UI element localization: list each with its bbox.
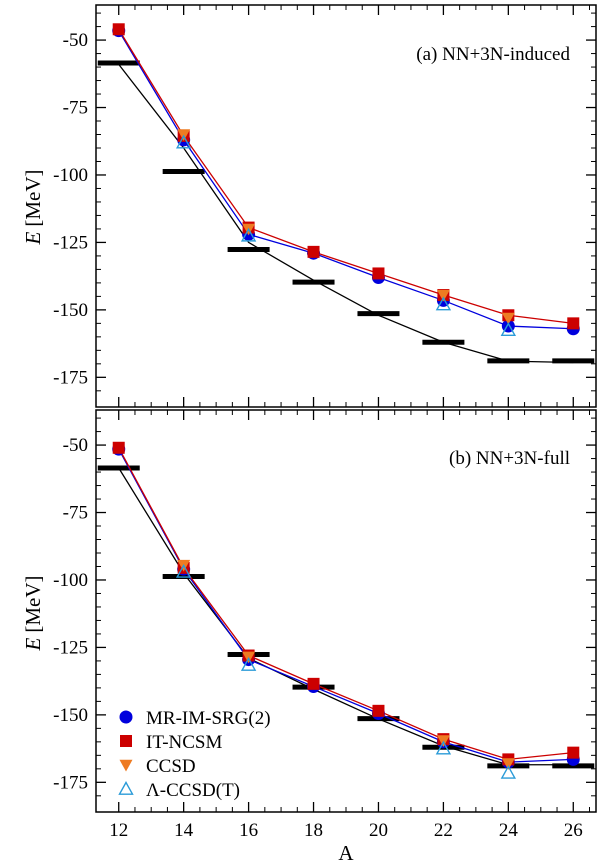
x-tick-label: 22 xyxy=(434,820,453,841)
y-tick-label: -125 xyxy=(53,232,88,253)
series-it-point xyxy=(567,317,580,330)
series-lccsd-point xyxy=(500,764,517,779)
panel-a-ylabel-symbol: E xyxy=(21,231,45,245)
y-tick-label: -75 xyxy=(63,503,88,524)
y-tick-label: -100 xyxy=(53,570,88,591)
y-tick-label: -150 xyxy=(53,300,88,321)
panel-a-series xyxy=(112,23,580,337)
y-tick-label: -75 xyxy=(63,98,88,119)
legend-marker-it xyxy=(120,735,132,747)
panel-a-ylabel-unit: [MeV] xyxy=(21,170,45,227)
panel-b-ticks xyxy=(96,410,596,812)
panel-a-reference-curve xyxy=(118,63,574,364)
panel-b-series xyxy=(112,441,580,779)
panel-a-ylabel: E [MeV] xyxy=(21,170,45,246)
panel-b-ylabel-unit: [MeV] xyxy=(21,576,45,633)
legend-marker-ccsd xyxy=(119,759,133,772)
x-tick-label: 16 xyxy=(239,820,258,841)
panel-a-label: (a) NN+3N-induced xyxy=(416,44,570,65)
series-ccsd-point xyxy=(436,289,450,302)
series-it-point xyxy=(307,245,320,258)
series-it-point xyxy=(372,704,385,717)
series-lccsd-point xyxy=(175,563,192,578)
x-tick-label: 24 xyxy=(499,820,519,841)
series-lccsd-point xyxy=(435,740,452,755)
panel-a-frame xyxy=(95,4,597,408)
panel-b-tick-labels: -50 -75 -100 -125 -150 -175 12 14 16 18 20 22 24 26 xyxy=(53,435,583,841)
x-axis-title: A xyxy=(338,841,354,865)
reference-curve-line xyxy=(118,63,574,364)
series-it-point xyxy=(307,677,320,690)
y-tick-label: -150 xyxy=(53,705,88,726)
series-mr-line xyxy=(118,448,574,763)
legend-label-mr: MR-IM-SRG(2) xyxy=(146,708,271,729)
panel-a-ticks xyxy=(96,5,596,407)
panel-b-ylabel: E [MeV] xyxy=(21,576,45,652)
x-tick-label: 14 xyxy=(174,820,194,841)
series-lccsd-point xyxy=(500,322,517,337)
panel-b: -50 -75 -100 -125 -150 -175 12 14 16 18 20 22 24 26 (… xyxy=(21,409,597,865)
series-it-line xyxy=(118,447,574,761)
y-tick-label: -50 xyxy=(63,435,88,456)
series-lccsd-point xyxy=(240,657,257,671)
series-it-line xyxy=(118,28,574,325)
legend: MR-IM-SRG(2) IT-NCSM CCSD Λ-CCSD(T) xyxy=(118,708,271,801)
series-lccsd-point xyxy=(435,296,452,311)
panel-b-reference-curve xyxy=(118,467,574,766)
series-mr-line xyxy=(118,30,574,330)
y-tick-label: -125 xyxy=(53,637,88,658)
series-ccsd-point xyxy=(501,758,515,770)
panel-a: -50 -75 -100 -125 -150 -175 (a) NN+3N-induced… xyxy=(21,4,597,408)
series-lccsd-point xyxy=(240,227,257,242)
panel-b-label: (b) NN+3N-full xyxy=(449,448,570,469)
y-tick-label: -100 xyxy=(53,165,88,186)
series-it-point xyxy=(112,23,125,36)
series-ccsd-point xyxy=(501,312,515,325)
y-tick-label: -175 xyxy=(53,772,88,793)
y-tick-label: -50 xyxy=(63,30,88,51)
legend-marker-mr xyxy=(119,710,133,724)
x-tick-label: 12 xyxy=(109,820,128,841)
series-it-point xyxy=(372,267,385,280)
legend-marker-lccsd xyxy=(118,781,134,795)
x-tick-label: 26 xyxy=(564,820,583,841)
legend-label-lccsd: Λ-CCSD(T) xyxy=(146,780,240,801)
reference-curve-line xyxy=(118,467,574,766)
series-it-point xyxy=(112,441,125,454)
legend-label-ccsd: CCSD xyxy=(146,756,196,777)
x-tick-label: 18 xyxy=(304,820,323,841)
y-tick-label: -175 xyxy=(53,367,88,388)
x-tick-label: 20 xyxy=(369,820,388,841)
legend-label-it: IT-NCSM xyxy=(146,732,222,753)
series-lccsd-point xyxy=(175,134,192,149)
series-it-point xyxy=(567,746,580,759)
panel-a-tick-labels: -50 -75 -100 -125 -150 -175 xyxy=(53,30,88,388)
panel-b-ylabel-symbol: E xyxy=(21,637,45,651)
